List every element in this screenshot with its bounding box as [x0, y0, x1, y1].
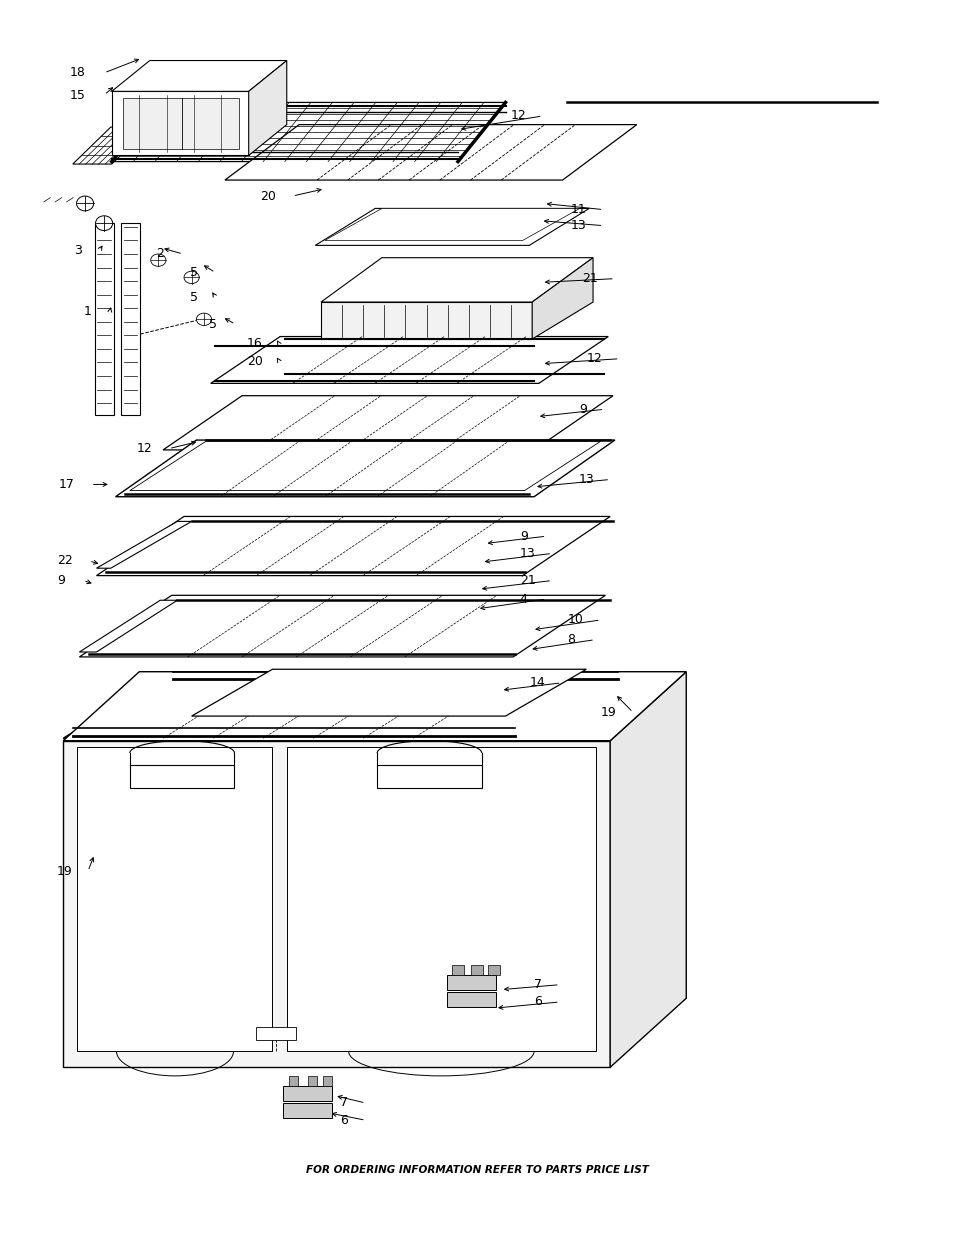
Text: 6: 6 — [534, 995, 541, 1009]
Polygon shape — [121, 224, 140, 415]
Text: 3: 3 — [73, 243, 81, 257]
Polygon shape — [322, 1076, 332, 1086]
Text: 15: 15 — [70, 89, 86, 101]
Text: 12: 12 — [586, 352, 601, 366]
Polygon shape — [79, 595, 605, 657]
Polygon shape — [320, 303, 532, 340]
Polygon shape — [130, 441, 600, 490]
Polygon shape — [123, 98, 239, 149]
Polygon shape — [287, 747, 596, 1051]
Polygon shape — [320, 258, 593, 303]
Text: 9: 9 — [519, 530, 527, 542]
Text: 20: 20 — [247, 354, 262, 368]
Polygon shape — [112, 61, 287, 91]
Text: 22: 22 — [57, 555, 73, 567]
Text: 20: 20 — [260, 190, 275, 203]
Text: 13: 13 — [578, 473, 594, 487]
Polygon shape — [112, 91, 249, 156]
Polygon shape — [249, 61, 287, 156]
Text: 9: 9 — [578, 403, 586, 416]
Polygon shape — [314, 209, 589, 246]
Polygon shape — [283, 1086, 332, 1100]
Text: 2: 2 — [156, 247, 164, 261]
Text: 12: 12 — [510, 110, 525, 122]
Polygon shape — [446, 992, 496, 1007]
Text: 9: 9 — [57, 574, 66, 587]
Text: 5: 5 — [190, 266, 197, 279]
Text: 5: 5 — [209, 317, 216, 331]
Text: 21: 21 — [519, 574, 535, 587]
Polygon shape — [452, 965, 463, 974]
Text: 12: 12 — [136, 442, 152, 456]
Polygon shape — [192, 669, 586, 716]
Text: 21: 21 — [581, 272, 597, 285]
Polygon shape — [77, 747, 273, 1051]
Polygon shape — [532, 258, 593, 340]
Polygon shape — [289, 1076, 298, 1086]
Text: FOR ORDERING INFORMATION REFER TO PARTS PRICE LIST: FOR ORDERING INFORMATION REFER TO PARTS … — [305, 1165, 648, 1174]
Text: 8: 8 — [567, 634, 575, 646]
Polygon shape — [72, 127, 150, 164]
Polygon shape — [163, 395, 613, 450]
Polygon shape — [63, 741, 610, 1067]
Ellipse shape — [151, 254, 166, 267]
Polygon shape — [610, 672, 685, 1067]
Polygon shape — [471, 965, 482, 974]
Polygon shape — [256, 1026, 296, 1040]
Text: 7: 7 — [339, 1097, 348, 1109]
Polygon shape — [488, 965, 499, 974]
Polygon shape — [130, 766, 234, 788]
Text: 13: 13 — [519, 547, 535, 559]
Polygon shape — [376, 766, 481, 788]
Ellipse shape — [76, 196, 93, 211]
Polygon shape — [96, 516, 610, 576]
Polygon shape — [324, 209, 579, 241]
Polygon shape — [283, 1103, 332, 1118]
Polygon shape — [225, 125, 637, 180]
Text: 18: 18 — [70, 67, 86, 79]
Text: 19: 19 — [56, 864, 72, 878]
Polygon shape — [79, 600, 177, 652]
Text: 7: 7 — [534, 978, 541, 992]
Ellipse shape — [196, 314, 212, 326]
Text: 16: 16 — [247, 337, 262, 351]
Text: 19: 19 — [600, 706, 616, 719]
Polygon shape — [63, 674, 615, 739]
Polygon shape — [94, 224, 113, 415]
Text: 13: 13 — [570, 219, 585, 232]
Text: 1: 1 — [84, 305, 91, 319]
Text: 17: 17 — [58, 478, 74, 492]
Polygon shape — [115, 440, 615, 496]
Text: 11: 11 — [570, 203, 585, 216]
Ellipse shape — [95, 216, 112, 231]
Text: 5: 5 — [190, 290, 197, 304]
Text: 4: 4 — [519, 593, 527, 605]
Polygon shape — [63, 672, 685, 741]
Ellipse shape — [184, 272, 199, 284]
Text: 6: 6 — [339, 1114, 348, 1126]
Text: 10: 10 — [567, 614, 582, 626]
Polygon shape — [446, 974, 496, 989]
Polygon shape — [96, 521, 192, 568]
Polygon shape — [112, 103, 505, 162]
Polygon shape — [308, 1076, 316, 1086]
Text: 14: 14 — [529, 677, 544, 689]
Polygon shape — [211, 337, 608, 383]
